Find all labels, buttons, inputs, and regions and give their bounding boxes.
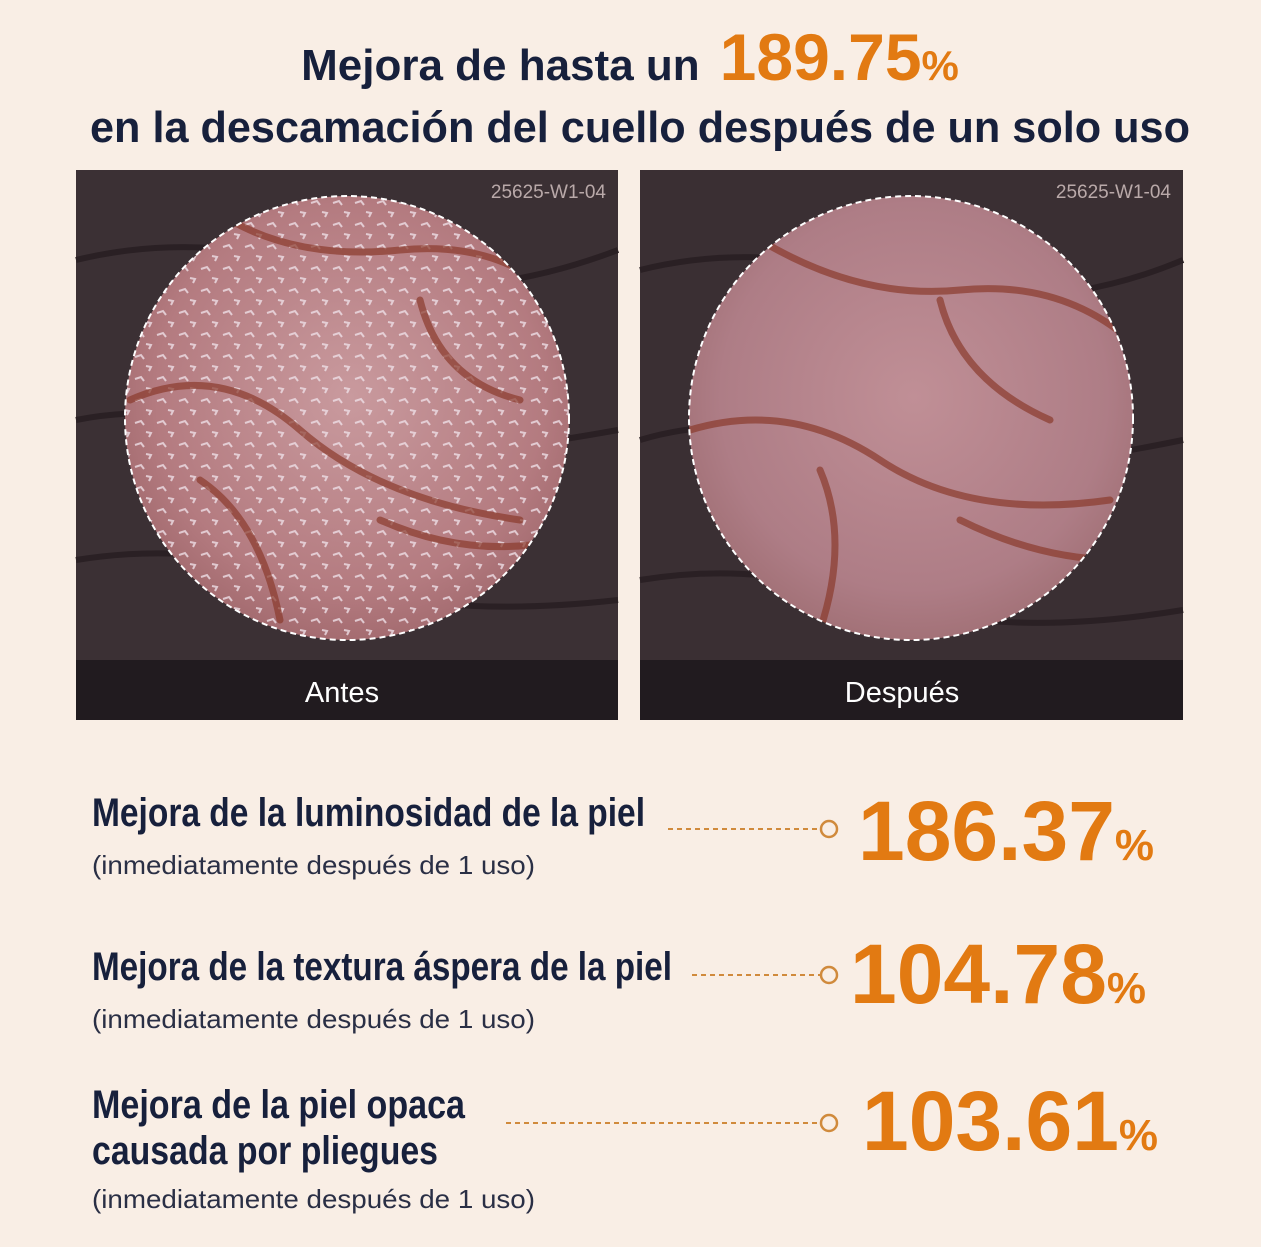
stat-title: Mejora de la textura áspera de la piel [92, 945, 672, 989]
stat-row: Mejora de la luminosidad de la piel (inm… [92, 784, 1154, 880]
magnified-skin [689, 196, 1133, 640]
stat-number: 186.37 [858, 784, 1115, 878]
connector-dot [819, 965, 839, 985]
photo-label-bar [640, 660, 1183, 720]
title-text: Mejora de hasta un [301, 41, 700, 90]
stat-unit: % [1119, 1111, 1158, 1160]
connector-dot [819, 1113, 839, 1133]
photo-label: Antes [305, 677, 379, 709]
stat-value: 104.78% [850, 927, 1146, 1021]
title-highlight-value: 189.75 [720, 20, 922, 94]
stat-number: 103.61 [862, 1074, 1119, 1168]
stat-value: 103.61% [862, 1074, 1158, 1168]
magnifier-outline [688, 195, 1134, 641]
title-highlight-unit: % [922, 42, 959, 89]
stat-unit: % [1107, 964, 1146, 1013]
title-line-2: en la descamación del cuello después de … [90, 103, 1190, 152]
title-line-1: Mejora de hasta un 189.75% [301, 20, 959, 94]
stat-value: 186.37% [858, 784, 1154, 878]
photo-code: 25625-W1-04 [491, 182, 607, 203]
stat-title: causada por pliegues [92, 1129, 438, 1173]
stat-unit: % [1115, 821, 1154, 870]
photo-code: 25625-W1-04 [1056, 182, 1172, 203]
stat-row: Mejora de la textura áspera de la piel (… [92, 927, 1146, 1034]
stat-note: (inmediatamente después de 1 uso) [92, 1004, 535, 1034]
stat-note: (inmediatamente después de 1 uso) [92, 1184, 535, 1214]
photo-before: 25625-W1-04 Antes [75, 170, 620, 720]
stat-title: Mejora de la luminosidad de la piel [92, 791, 645, 835]
stat-row: Mejora de la piel opaca causada por plie… [92, 1074, 1158, 1214]
photo-after: 25625-W1-04 Después [639, 170, 1185, 720]
photo-label-bar [76, 660, 618, 720]
photo-label: Después [845, 677, 959, 709]
connector-dot [819, 819, 839, 839]
stat-note: (inmediatamente después de 1 uso) [92, 850, 535, 880]
stat-number: 104.78 [850, 927, 1107, 1021]
magnified-skin [125, 196, 569, 640]
stat-title: Mejora de la piel opaca [92, 1083, 466, 1127]
magnifier-outline [124, 195, 570, 641]
